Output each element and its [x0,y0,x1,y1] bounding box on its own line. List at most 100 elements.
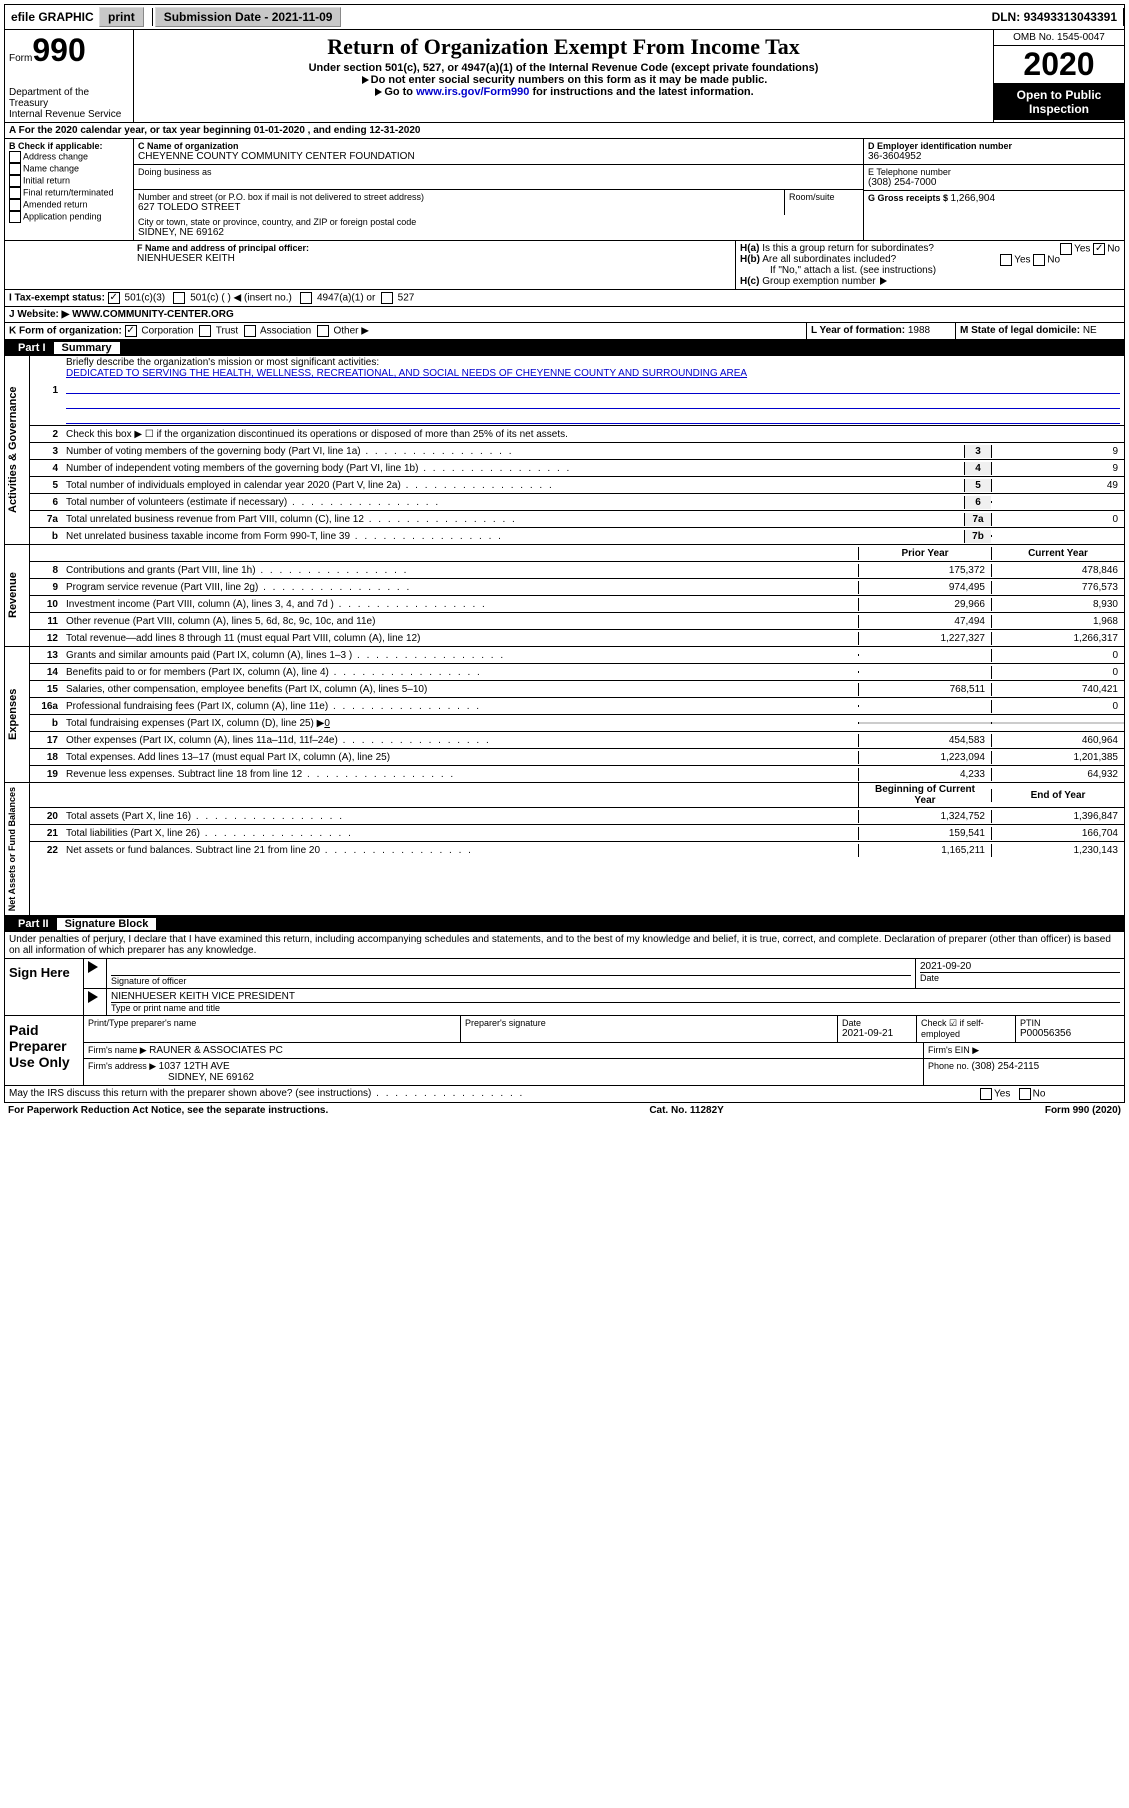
ha-group-return: H(a) Is this a group return for subordin… [740,243,1120,254]
section-klm: K Form of organization: ✓ Corporation Tr… [4,323,1125,340]
net-assets-section: Net Assets or Fund Balances Beginning of… [4,783,1125,916]
irs-label: Internal Revenue Service [9,109,129,120]
footer: For Paperwork Reduction Act Notice, see … [4,1103,1125,1118]
checkbox-final[interactable] [9,187,21,199]
revenue-label: Revenue [5,545,30,646]
checkbox-other[interactable] [317,325,329,337]
header-left: Form990 Department of the Treasury Inter… [5,30,134,122]
hb-subordinates: H(b) Are all subordinates included? Yes … [740,254,1120,265]
hc-group-exemption: H(c) Group exemption number [740,276,1120,287]
submission-date[interactable]: Submission Date - 2021-11-09 [155,7,342,27]
val-14-current: 0 [991,666,1124,679]
val-18-current: 1,201,385 [991,751,1124,764]
net-assets-label: Net Assets or Fund Balances [5,783,30,915]
section-deg: D Employer identification number 36-3604… [863,139,1124,240]
checkbox-ha-no[interactable]: ✓ [1093,243,1105,255]
val-17-prior: 454,583 [858,734,991,747]
sign-here-label: Sign Here [5,959,84,1015]
val-line4: 9 [991,462,1124,475]
val-21-end: 166,704 [991,827,1124,840]
revenue-section: Revenue Prior YearCurrent Year 8Contribu… [4,545,1125,647]
val-19-current: 64,932 [991,768,1124,781]
checkbox-trust[interactable] [199,325,211,337]
checkbox-501c[interactable] [173,292,185,304]
principal-officer: NIENHUESER KEITH [137,253,731,264]
val-12-prior: 1,227,327 [858,632,991,645]
section-bcde: B Check if applicable: Address change Na… [4,139,1125,241]
paid-preparer-label: Paid Preparer Use Only [5,1016,84,1085]
website-url: WWW.COMMUNITY-CENTER.ORG [72,309,234,320]
tax-year-period: A For the 2020 calendar year, or tax yea… [5,123,1124,138]
efile-label: efile GRAPHIC print [5,8,153,26]
val-11-current: 1,968 [991,615,1124,628]
section-b: B Check if applicable: Address change Na… [5,139,134,240]
checkbox-527[interactable] [381,292,393,304]
val-9-prior: 974,495 [858,581,991,594]
part-1-header: Part I Summary [4,340,1125,356]
omb-number: OMB No. 1545-0047 [994,30,1124,45]
section-c: C Name of organization CHEYENNE COUNTY C… [134,139,863,240]
form-title: Return of Organization Exempt From Incom… [138,34,989,60]
part-2-header: Part II Signature Block [4,916,1125,932]
val-line3: 9 [991,445,1124,458]
section-a: A For the 2020 calendar year, or tax yea… [4,123,1125,139]
form-number: 990 [32,32,85,68]
firm-name: RAUNER & ASSOCIATES PC [149,1045,283,1056]
checkbox-501c3[interactable]: ✓ [108,292,120,304]
val-14-prior [858,671,991,673]
form-ref: Form 990 (2020) [1045,1105,1121,1116]
section-j: J Website: ▶ WWW.COMMUNITY-CENTER.ORG [4,307,1125,323]
ein: 36-3604952 [868,151,1120,162]
checkbox-discuss-no[interactable] [1019,1088,1031,1100]
checkbox-4947[interactable] [300,292,312,304]
discuss-row: May the IRS discuss this return with the… [4,1086,1125,1103]
irs-link[interactable]: www.irs.gov/Form990 [416,86,529,98]
self-employed-check: Check ☑ if self-employed [921,1018,1011,1039]
officer-sign-date: 2021-09-20 [920,961,1120,972]
tax-year: 2020 [994,45,1124,84]
checkbox-amended[interactable] [9,199,21,211]
section-fh: F Name and address of principal officer:… [4,241,1125,290]
checkbox-addr-change[interactable] [9,151,21,163]
val-17-current: 460,964 [991,734,1124,747]
checkbox-ha-yes[interactable] [1060,243,1072,255]
gross-receipts: 1,266,904 [951,193,996,204]
val-20-end: 1,396,847 [991,810,1124,823]
val-line7b [991,535,1124,537]
val-13-prior [858,654,991,656]
pra-notice: For Paperwork Reduction Act Notice, see … [8,1105,328,1116]
perjury-declaration: Under penalties of perjury, I declare th… [4,932,1125,959]
val-21-begin: 159,541 [858,827,991,840]
dept-treasury: Department of the Treasury [9,87,129,109]
street-address: 627 TOLEDO STREET [138,202,780,213]
val-10-prior: 29,966 [858,598,991,611]
officer-name-title: NIENHUESER KEITH VICE PRESIDENT [111,991,1120,1002]
checkbox-hb-yes[interactable] [1000,254,1012,266]
telephone: (308) 254-7000 [868,177,1120,188]
form-header: Form990 Department of the Treasury Inter… [4,30,1125,123]
checkbox-initial[interactable] [9,175,21,187]
header-center: Return of Organization Exempt From Incom… [134,30,993,122]
checkbox-pending[interactable] [9,211,21,223]
ptin-value: P00056356 [1020,1028,1120,1039]
checkbox-corp[interactable]: ✓ [125,325,137,337]
expenses-label: Expenses [5,647,30,782]
val-line6 [991,501,1124,503]
checkbox-hb-no[interactable] [1033,254,1045,266]
fundraising-total: 0 [324,718,330,729]
print-button[interactable]: print [99,7,144,27]
subtitle-2: Do not enter social security numbers on … [138,74,989,86]
checkbox-name-change[interactable] [9,163,21,175]
checkbox-discuss-yes[interactable] [980,1088,992,1100]
val-22-end: 1,230,143 [991,844,1124,857]
subtitle-1: Under section 501(c), 527, or 4947(a)(1)… [138,62,989,74]
val-line7a: 0 [991,513,1124,526]
arrow-icon [88,991,98,1003]
val-19-prior: 4,233 [858,768,991,781]
val-13-current: 0 [991,649,1124,662]
cat-number: Cat. No. 11282Y [649,1105,723,1116]
section-i: I Tax-exempt status: ✓ 501(c)(3) 501(c) … [4,290,1125,307]
val-8-prior: 175,372 [858,564,991,577]
checkbox-assoc[interactable] [244,325,256,337]
val-16a-current: 0 [991,700,1124,713]
